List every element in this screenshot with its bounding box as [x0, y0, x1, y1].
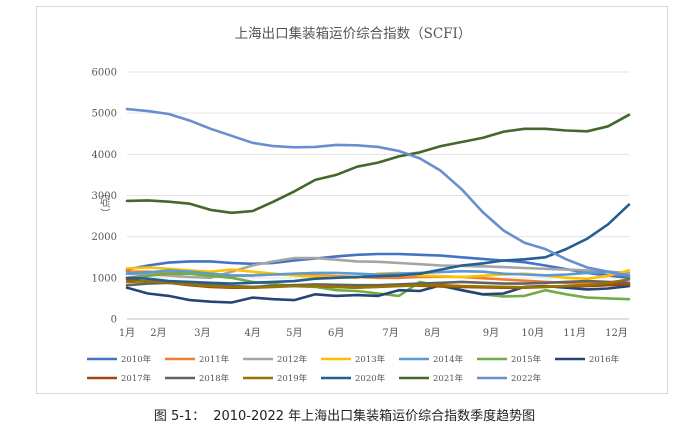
- y-axis-label: （点）: [100, 188, 112, 218]
- legend-label: 2011年: [199, 354, 230, 365]
- legend-label: 2019年: [277, 373, 308, 384]
- y-tick-label: 6000: [92, 68, 117, 79]
- legend-item: 2019年: [243, 373, 308, 384]
- series-line-2010年: [125, 252, 631, 280]
- legend-label: 2018年: [199, 373, 230, 384]
- x-tick-label: 9月: [483, 327, 499, 339]
- x-tick-label: 5月: [286, 327, 302, 339]
- series-line-2019年: [125, 278, 631, 290]
- legend-label: 2014年: [433, 354, 464, 365]
- x-tick-label: 12月: [605, 327, 628, 339]
- y-tick-label: 5000: [92, 109, 117, 120]
- legend-item: 2020年: [321, 373, 386, 384]
- x-tick-label: 7月: [382, 327, 398, 339]
- x-tick-label: 11月: [563, 327, 586, 339]
- x-tick-label: 4月: [244, 327, 260, 339]
- legend-label: 2020年: [355, 373, 386, 384]
- x-tick-label: 2月: [150, 327, 166, 339]
- legend-item: 2021年: [399, 373, 464, 384]
- y-tick-label: 1000: [92, 273, 117, 284]
- caption-label: 图 5-1：: [153, 409, 206, 424]
- x-tick-label: 10月: [521, 327, 544, 339]
- series-line-2015年: [125, 272, 631, 301]
- scfi-chart: 上海出口集装箱运价综合指数（SCFI） 0 1000 2000 3000 4000 500…: [87, 26, 631, 384]
- legend-label: 2016年: [589, 354, 620, 365]
- series-line-2020年: [125, 203, 631, 285]
- x-tick-label: 3月: [194, 327, 210, 339]
- y-tick-label: 2000: [92, 232, 117, 243]
- figure-caption: 图 5-1： 2010-2022 年上海出口集装箱运价综合指数季度趋势图: [0, 405, 689, 424]
- legend-item: 2022年: [477, 373, 542, 384]
- legend-label: 2013年: [355, 354, 386, 365]
- legend-item: 2018年: [165, 373, 230, 384]
- legend-label: 2015年: [511, 354, 542, 365]
- legend-label: 2022年: [511, 373, 542, 384]
- y-axis: 0 1000 2000 3000 4000 5000 6000: [92, 68, 117, 326]
- chart-title: 上海出口集装箱运价综合指数（SCFI）: [235, 26, 472, 42]
- legend-label: 2021年: [433, 373, 464, 384]
- y-tick-label: 4000: [92, 150, 117, 161]
- x-tick-label: 6月: [328, 327, 344, 339]
- legend-item: 2010年: [87, 354, 152, 365]
- y-tick-label: 0: [111, 315, 117, 326]
- legend-item: 2012年: [243, 354, 308, 365]
- caption-text: 2010-2022 年上海出口集装箱运价综合指数季度趋势图: [213, 409, 536, 424]
- legend-item: 2013年: [321, 354, 386, 365]
- legend-item: 2017年: [87, 373, 152, 384]
- x-axis: 1月 2月 3月 4月 5月 6月 7月 8月 9月 10月 11月 12月: [119, 327, 628, 339]
- series-line-2021年: [125, 113, 631, 215]
- series-line-2012年: [125, 256, 631, 280]
- legend-label: 2012年: [277, 354, 308, 365]
- x-tick-label: 8月: [424, 327, 440, 339]
- legend-item: 2016年: [555, 354, 620, 365]
- legend-item: 2015年: [477, 354, 542, 365]
- chart-frame: 上海出口集装箱运价综合指数（SCFI） 0 1000 2000 3000 4000 500…: [36, 6, 668, 394]
- y-tick-label: 3000: [92, 191, 117, 202]
- legend: 2010年 2011年 2012年 2013年 2014年 2015年 2016年 2017年…: [87, 354, 620, 384]
- legend-item: 2011年: [165, 354, 230, 365]
- series-line-2022年: [125, 107, 631, 278]
- x-tick-label: 1月: [119, 327, 135, 339]
- legend-item: 2014年: [399, 354, 464, 365]
- series-lines: [125, 107, 631, 304]
- legend-label: 2017年: [121, 373, 152, 384]
- series-line-2014年: [125, 269, 631, 277]
- legend-label: 2010年: [121, 354, 152, 365]
